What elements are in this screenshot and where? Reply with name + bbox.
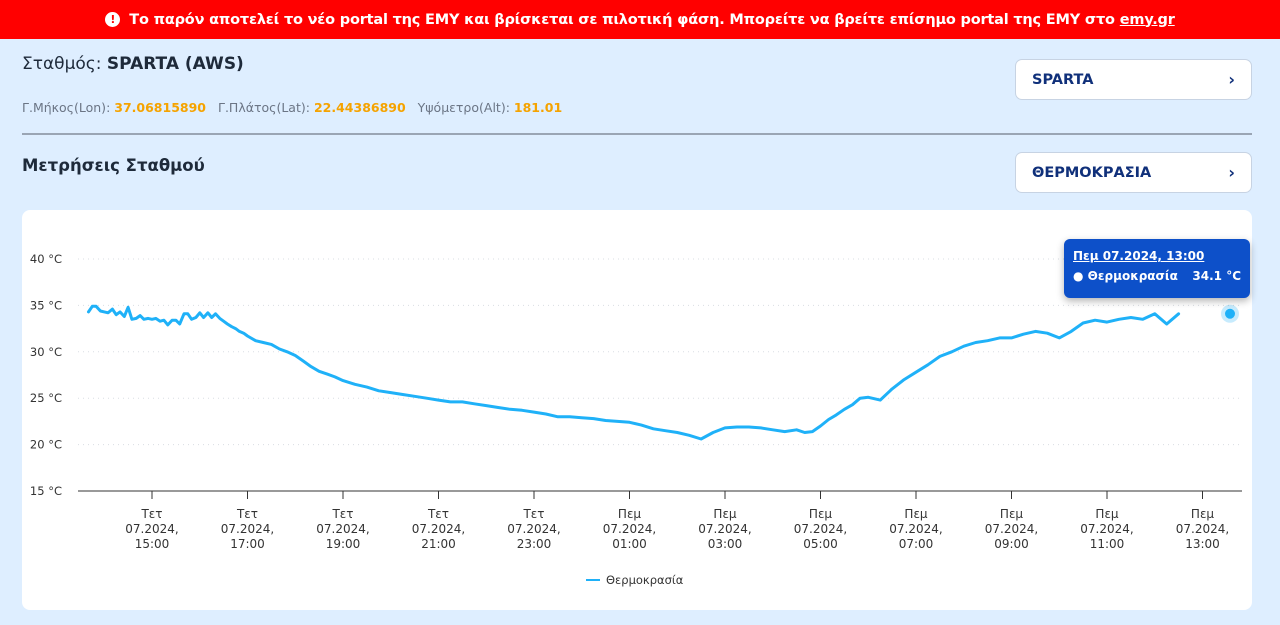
x-tick-label: Πεμ 07.2024, 07:00 [889,507,942,551]
station-select-value: SPARTA [1032,71,1094,88]
x-axis: Τετ 07.2024, 15:00 Τετ 07.2024, 17:00 Τετ 07.20… [78,490,1242,551]
tooltip-value: 34.1 °C [1192,269,1241,283]
chevron-right-icon: › [1228,70,1235,89]
y-axis: 15 °C 20 °C 25 °C 30 °C 35 °C 40 °C [30,252,62,498]
x-tick-label: Τετ 07.2024, 21:00 [412,507,465,551]
lat-value: 22.44386890 [313,100,406,115]
pilot-notice-banner: ! Το παρόν αποτελεί το νέο portal της ΕΜ… [0,0,1280,39]
banner-text: Το παρόν αποτελεί το νέο portal της ΕΜΥ … [129,11,1115,28]
x-tick-label: Πεμ 07.2024, 01:00 [603,507,656,551]
x-tick-label: Τετ 07.2024, 23:00 [507,507,560,551]
y-tick-label: 35 °C [30,298,62,312]
chart-tooltip: Πεμ 07.2024, 13:00 ● Θερμοκρασία 34.1 °C [1064,239,1250,298]
chevron-right-icon: › [1228,163,1235,182]
exclamation-circle-icon: ! [105,12,121,27]
emy-link[interactable]: emy.gr [1119,11,1175,28]
temperature-series-line[interactable] [87,304,1181,441]
y-tick-label: 20 °C [30,438,62,452]
x-tick-label: Τετ 07.2024, 15:00 [125,507,178,551]
y-tick-label: 15 °C [30,484,62,498]
y-tick-label: 40 °C [30,252,62,266]
parameter-select[interactable]: ΘΕΡΜΟΚΡΑΣΙΑ › [1015,152,1252,193]
y-tick-label: 25 °C [30,391,62,405]
legend-label: Θερμοκρασία [606,573,684,587]
lon-value: 37.06815890 [114,100,206,115]
x-tick-label: Πεμ 07.2024, 09:00 [985,507,1038,551]
station-label: Σταθμός: [22,54,102,74]
y-tick-label: 30 °C [30,345,62,359]
alt-label: Υψόμετρο(Alt): [417,100,510,115]
chart-legend-item[interactable]: Θερμοκρασία [586,573,683,587]
lat-label: Γ.Πλάτος(Lat): [217,100,310,115]
divider [22,133,1252,135]
alt-value: 181.01 [513,100,563,115]
station-name: SPARTA (AWS) [106,54,244,74]
x-tick-label: Πεμ 07.2024, 03:00 [698,507,751,551]
legend-line-icon [586,579,600,581]
station-title: Σταθμός: SPARTA (AWS) [22,54,244,74]
station-coordinates: Γ.Μήκος(Lon): 37.06815890 Γ.Πλάτος(Lat):… [22,100,570,115]
tooltip-date: Πεμ 07.2024, 13:00 [1073,249,1205,263]
lon-label: Γ.Μήκος(Lon): [22,100,111,115]
measurements-title: Μετρήσεις Σταθμού [22,156,205,175]
highlight-point[interactable] [1225,308,1235,319]
x-tick-label: Πεμ 07.2024, 13:00 [1176,507,1229,551]
chart-card [22,210,1252,610]
x-tick-label: Πεμ 07.2024, 05:00 [794,507,847,551]
x-tick-label: Τετ 07.2024, 19:00 [316,507,369,551]
chart-gridlines [78,258,1242,446]
parameter-select-value: ΘΕΡΜΟΚΡΑΣΙΑ [1032,164,1152,181]
station-select[interactable]: SPARTA › [1015,59,1252,100]
x-tick-label: Πεμ 07.2024, 11:00 [1080,507,1133,551]
x-tick-label: Τετ 07.2024, 17:00 [221,507,274,551]
tooltip-series: ● Θερμοκρασία [1073,269,1178,283]
